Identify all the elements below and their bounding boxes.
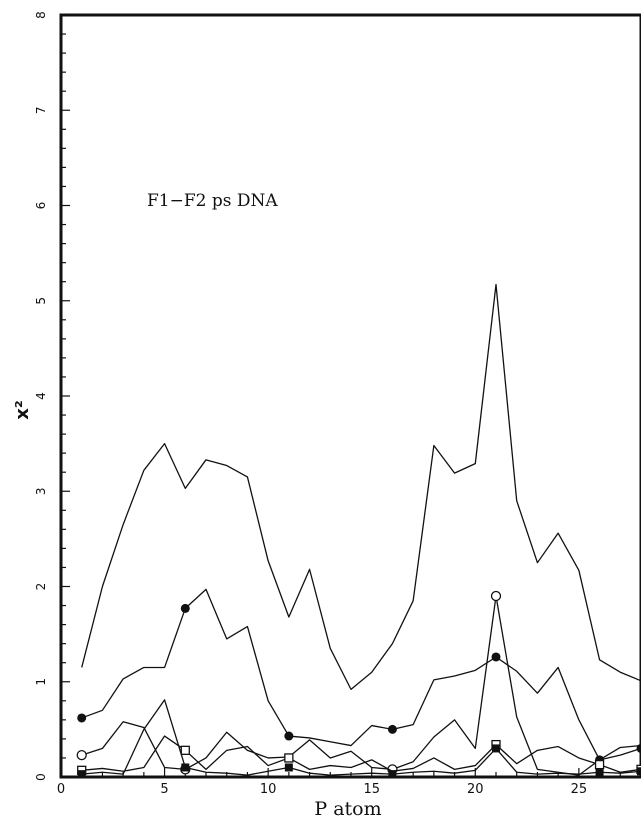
data-point bbox=[284, 753, 294, 763]
data-point bbox=[490, 590, 502, 602]
series-line bbox=[81, 283, 641, 691]
x-tick-label: 10 bbox=[260, 782, 277, 797]
chart-annotation: F1−F2 ps DNA bbox=[147, 191, 278, 211]
y-tick-label: 5 bbox=[34, 297, 48, 305]
y-tick-label: 1 bbox=[34, 678, 48, 686]
data-point bbox=[594, 759, 605, 770]
series-line bbox=[81, 588, 641, 761]
series-line bbox=[81, 699, 641, 776]
y-tick-label: 3 bbox=[34, 487, 48, 495]
x-tick-label: 25 bbox=[571, 782, 588, 797]
y-tick-label: 7 bbox=[34, 106, 48, 114]
data-point bbox=[77, 713, 87, 723]
x-tick-label: 15 bbox=[363, 782, 380, 797]
data-point bbox=[180, 745, 190, 755]
y-tick-label: 2 bbox=[34, 583, 48, 591]
data-point bbox=[76, 749, 87, 761]
series-5 bbox=[77, 699, 641, 779]
y-tick-label: 6 bbox=[34, 202, 48, 210]
data-point bbox=[180, 603, 190, 613]
y-tick-label: 0 bbox=[34, 773, 48, 781]
series-1 bbox=[81, 283, 641, 691]
y-tick-label: 8 bbox=[34, 11, 48, 19]
series-line bbox=[81, 595, 641, 776]
data-point bbox=[181, 763, 190, 772]
x-axis-title: P atom bbox=[314, 798, 381, 820]
x-tick-label: 0 bbox=[57, 782, 65, 797]
y-tick-label: 4 bbox=[34, 392, 48, 400]
x-tick-label: 20 bbox=[467, 782, 484, 797]
series-4 bbox=[77, 735, 641, 775]
data-point bbox=[284, 731, 294, 741]
data-point bbox=[491, 652, 501, 662]
series-layer bbox=[76, 283, 641, 779]
axis-ticks: 0 5 10 15 20 25 0 1 2 3 4 5 6 7 8 bbox=[34, 11, 641, 797]
data-point bbox=[77, 770, 86, 779]
plot-frame bbox=[59, 13, 641, 779]
y-axis-title: x² bbox=[12, 400, 33, 420]
data-point bbox=[637, 767, 641, 776]
x-tick-label: 5 bbox=[160, 782, 168, 797]
data-point bbox=[284, 763, 293, 772]
series-2 bbox=[77, 588, 641, 765]
data-point bbox=[595, 768, 604, 777]
data-point bbox=[387, 724, 397, 734]
data-point bbox=[388, 770, 397, 779]
data-point bbox=[492, 744, 500, 753]
series-line bbox=[81, 735, 641, 773]
